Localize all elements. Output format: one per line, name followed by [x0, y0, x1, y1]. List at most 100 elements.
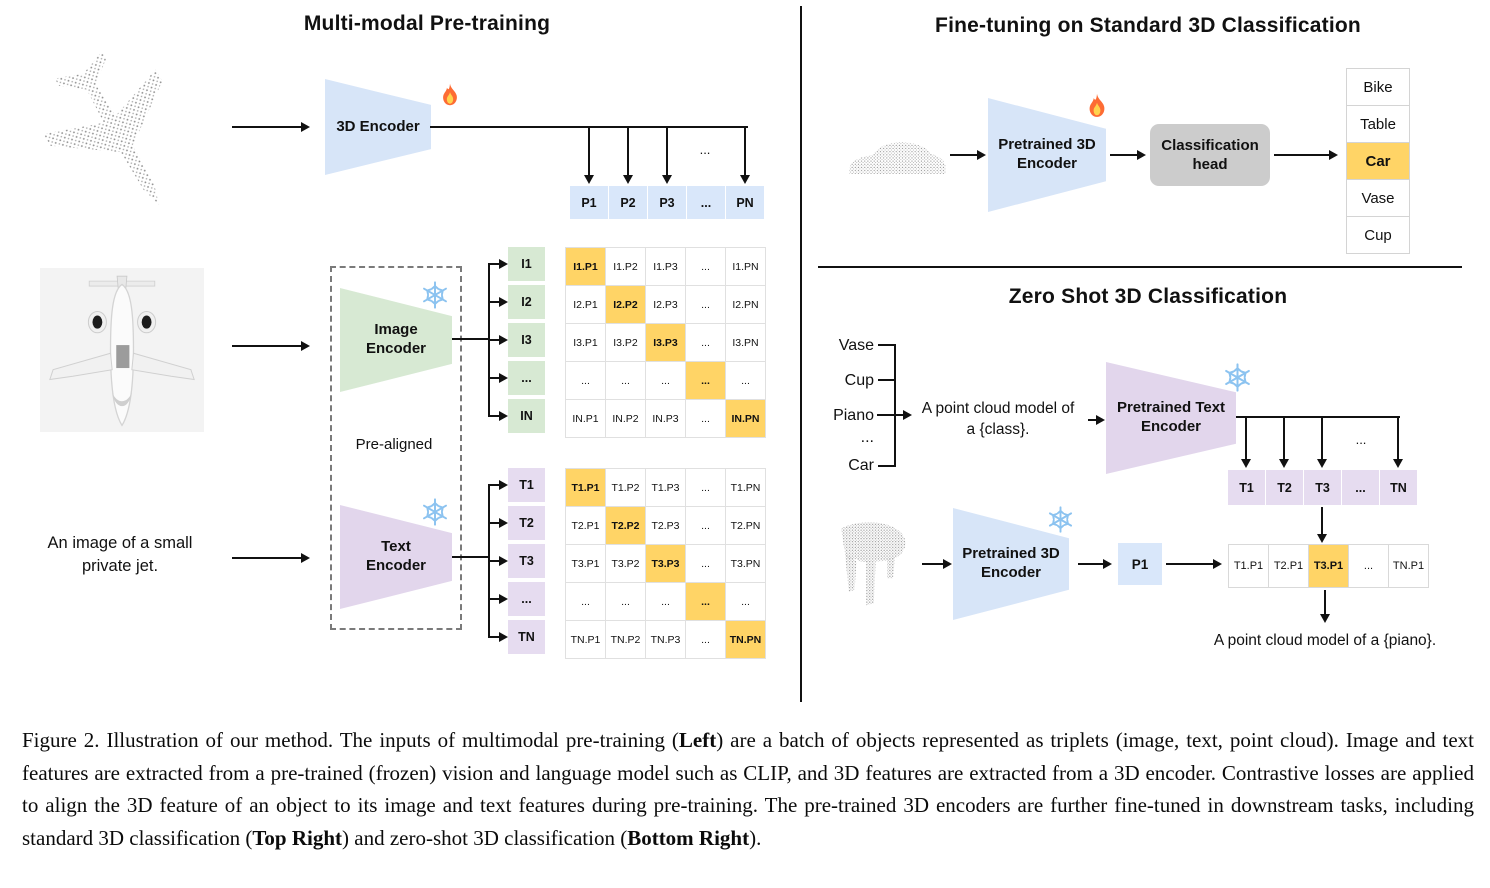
- similarity-matrix-cell: ...: [726, 583, 766, 621]
- similarity-matrix-cell: ...: [606, 583, 646, 621]
- snowflake-icon: [420, 497, 450, 527]
- connector-line: [627, 128, 629, 175]
- classification-head-label-line1: Classification: [1161, 136, 1259, 154]
- text-input-line2: private jet.: [81, 557, 159, 575]
- vertical-divider: [800, 6, 802, 702]
- prompt-template: A point cloud model of a {class}.: [908, 398, 1088, 440]
- text-input-line1: An image of a small: [47, 534, 193, 552]
- caption-segment: ) are a batch of objects represented as …: [22, 728, 1474, 850]
- similarity-matrix-cell: I3.P3: [646, 324, 686, 362]
- similarity-matrix-cell: ...: [686, 324, 726, 362]
- arrow-line: [1110, 154, 1138, 156]
- arrowhead: [499, 556, 508, 566]
- airplane-point-cloud: [35, 48, 205, 226]
- zeroshot-title: Zero Shot 3D Classification: [1008, 285, 1288, 308]
- arrowhead: [499, 411, 508, 421]
- similarity-matrix-cell: ...: [646, 583, 686, 621]
- image-feature-labels: I1 I2 I3... IN: [508, 247, 545, 433]
- arrowhead: [1103, 559, 1112, 569]
- prealigned-label: Pre-aligned: [355, 436, 433, 453]
- similarity-cell: ...: [1348, 544, 1389, 588]
- 3d-encoder-label: 3D Encoder: [336, 117, 420, 135]
- pretrained-text-encoder-label-line1: Pretrained Text: [1116, 399, 1226, 417]
- t-feature-cell: TN: [1380, 470, 1417, 505]
- similarity-matrix-cell: IN.P2: [606, 400, 646, 438]
- caption-segment: ).: [749, 825, 762, 850]
- connector-line: [488, 560, 501, 562]
- arrowhead: [1096, 415, 1105, 425]
- prompt-line1: A point cloud model of: [921, 400, 1075, 417]
- similarity-cell: TN.P1: [1388, 544, 1429, 588]
- image-feature-label: ...: [508, 361, 545, 395]
- similarity-matrix-cell: ...: [726, 362, 766, 400]
- similarity-matrix-cell: I2.PN: [726, 286, 766, 324]
- fire-icon: [436, 82, 464, 110]
- pretrained-3d-encoder-zs-label-line2: Encoder: [980, 564, 1041, 581]
- similarity-matrix-cell: T3.P2: [606, 545, 646, 583]
- similarity-matrix-cell: IN.P3: [646, 400, 686, 438]
- classification-head-block: Classification head: [1150, 124, 1270, 186]
- similarity-matrix-cell: ...: [686, 507, 726, 545]
- connector-line: [488, 415, 501, 417]
- connector-line: [488, 598, 501, 600]
- car-point-cloud: [845, 120, 950, 188]
- arrow-line: [232, 557, 302, 559]
- text-encoder-label-line2: Encoder: [365, 557, 426, 574]
- connector-line: [1321, 418, 1323, 459]
- candidate-class-label: ...: [860, 429, 874, 446]
- ellipsis-label: ...: [1355, 432, 1367, 447]
- class-cell: Table: [1346, 105, 1410, 143]
- connector-line: [1397, 418, 1399, 459]
- connector-line: [488, 301, 501, 303]
- similarity-matrix-cell: T3.P1: [566, 545, 606, 583]
- arrowhead: [499, 297, 508, 307]
- connector-line: [488, 339, 501, 341]
- arrow-line: [1088, 419, 1097, 421]
- jet-image: [38, 268, 206, 432]
- arrowhead: [301, 553, 310, 563]
- text-encoder-label-line1: Text: [381, 538, 411, 556]
- caption-segment: Top Right: [252, 825, 343, 850]
- ellipsis-label: ...: [699, 142, 711, 157]
- text-feature-label: TN: [508, 620, 545, 654]
- arrowhead: [1320, 614, 1330, 623]
- prompt-line2: a {class}.: [966, 421, 1030, 438]
- similarity-matrix-cell: TN.PN: [726, 621, 766, 659]
- similarity-matrix-cell: I3.P1: [566, 324, 606, 362]
- arrowhead: [584, 175, 594, 184]
- text-feature-label: ...: [508, 582, 545, 616]
- similarity-matrix-cell: ...: [646, 362, 686, 400]
- arrowhead: [1317, 459, 1327, 468]
- caption-segment: Bottom Right: [627, 825, 750, 850]
- t-feature-cell: T1: [1228, 470, 1265, 505]
- similarity-matrix-cell: IN.PN: [726, 400, 766, 438]
- class-cell: Cup: [1346, 216, 1410, 254]
- arrowhead: [1279, 459, 1289, 468]
- candidate-class-label: Piano: [833, 407, 874, 424]
- connector-line: [452, 556, 490, 558]
- image-feature-label: I2: [508, 285, 545, 319]
- connector-line: [488, 263, 501, 265]
- arrowhead: [301, 122, 310, 132]
- similarity-matrix-cell: T1.P1: [566, 469, 606, 507]
- class-cell: Car: [1346, 142, 1410, 180]
- connector-line: [744, 128, 746, 175]
- arrow-line: [232, 345, 302, 347]
- text-point-similarity-row: T1.P1 T2.P1 T3.P1... TN.P1: [1228, 544, 1429, 588]
- similarity-matrix-cell: IN.P1: [566, 400, 606, 438]
- figure-caption: Figure 2. Illustration of our method. Th…: [22, 724, 1474, 854]
- p-feature-cell: P2: [609, 186, 647, 219]
- arrowhead: [301, 341, 310, 351]
- connector-line: [666, 128, 668, 175]
- arrowhead: [1241, 459, 1251, 468]
- image-encoder-label-line1: Image: [374, 321, 418, 339]
- pretrained-3d-encoder-label-line1: Pretrained 3D: [998, 136, 1096, 154]
- piano-point-cloud: [820, 512, 916, 614]
- similarity-matrix-cell: T2.P2: [606, 507, 646, 545]
- arrow-line: [1321, 507, 1323, 534]
- p-feature-cell: ...: [687, 186, 725, 219]
- candidate-class-label: Cup: [844, 372, 874, 389]
- similarity-cell: T1.P1: [1228, 544, 1269, 588]
- similarity-matrix-cell: I2.P3: [646, 286, 686, 324]
